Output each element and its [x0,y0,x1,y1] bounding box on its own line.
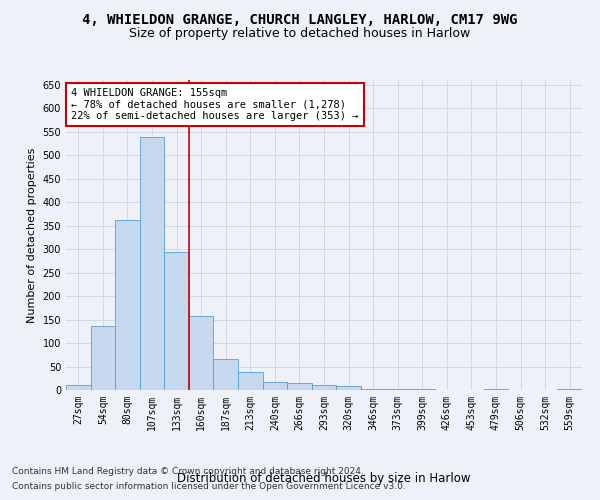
Text: Size of property relative to detached houses in Harlow: Size of property relative to detached ho… [130,28,470,40]
Bar [214,358,238,390]
Bar [263,382,287,390]
Bar [484,388,508,390]
Bar [557,388,582,390]
Bar [140,137,164,390]
Bar [238,372,263,390]
Bar [66,386,91,390]
Text: Contains public sector information licensed under the Open Government Licence v3: Contains public sector information licen… [12,482,406,491]
Bar [287,383,312,390]
Bar [361,388,385,390]
Text: Contains HM Land Registry data © Crown copyright and database right 2024.: Contains HM Land Registry data © Crown c… [12,467,364,476]
Bar [336,386,361,390]
Bar [164,252,189,390]
Y-axis label: Number of detached properties: Number of detached properties [27,148,37,322]
X-axis label: Distribution of detached houses by size in Harlow: Distribution of detached houses by size … [177,472,471,485]
Bar [312,386,336,390]
Bar [410,389,434,390]
Bar [115,220,140,390]
Bar [385,388,410,390]
Bar [189,316,214,390]
Bar [91,326,115,390]
Text: 4, WHIELDON GRANGE, CHURCH LANGLEY, HARLOW, CM17 9WG: 4, WHIELDON GRANGE, CHURCH LANGLEY, HARL… [82,12,518,26]
Text: 4 WHIELDON GRANGE: 155sqm
← 78% of detached houses are smaller (1,278)
22% of se: 4 WHIELDON GRANGE: 155sqm ← 78% of detac… [71,88,359,121]
